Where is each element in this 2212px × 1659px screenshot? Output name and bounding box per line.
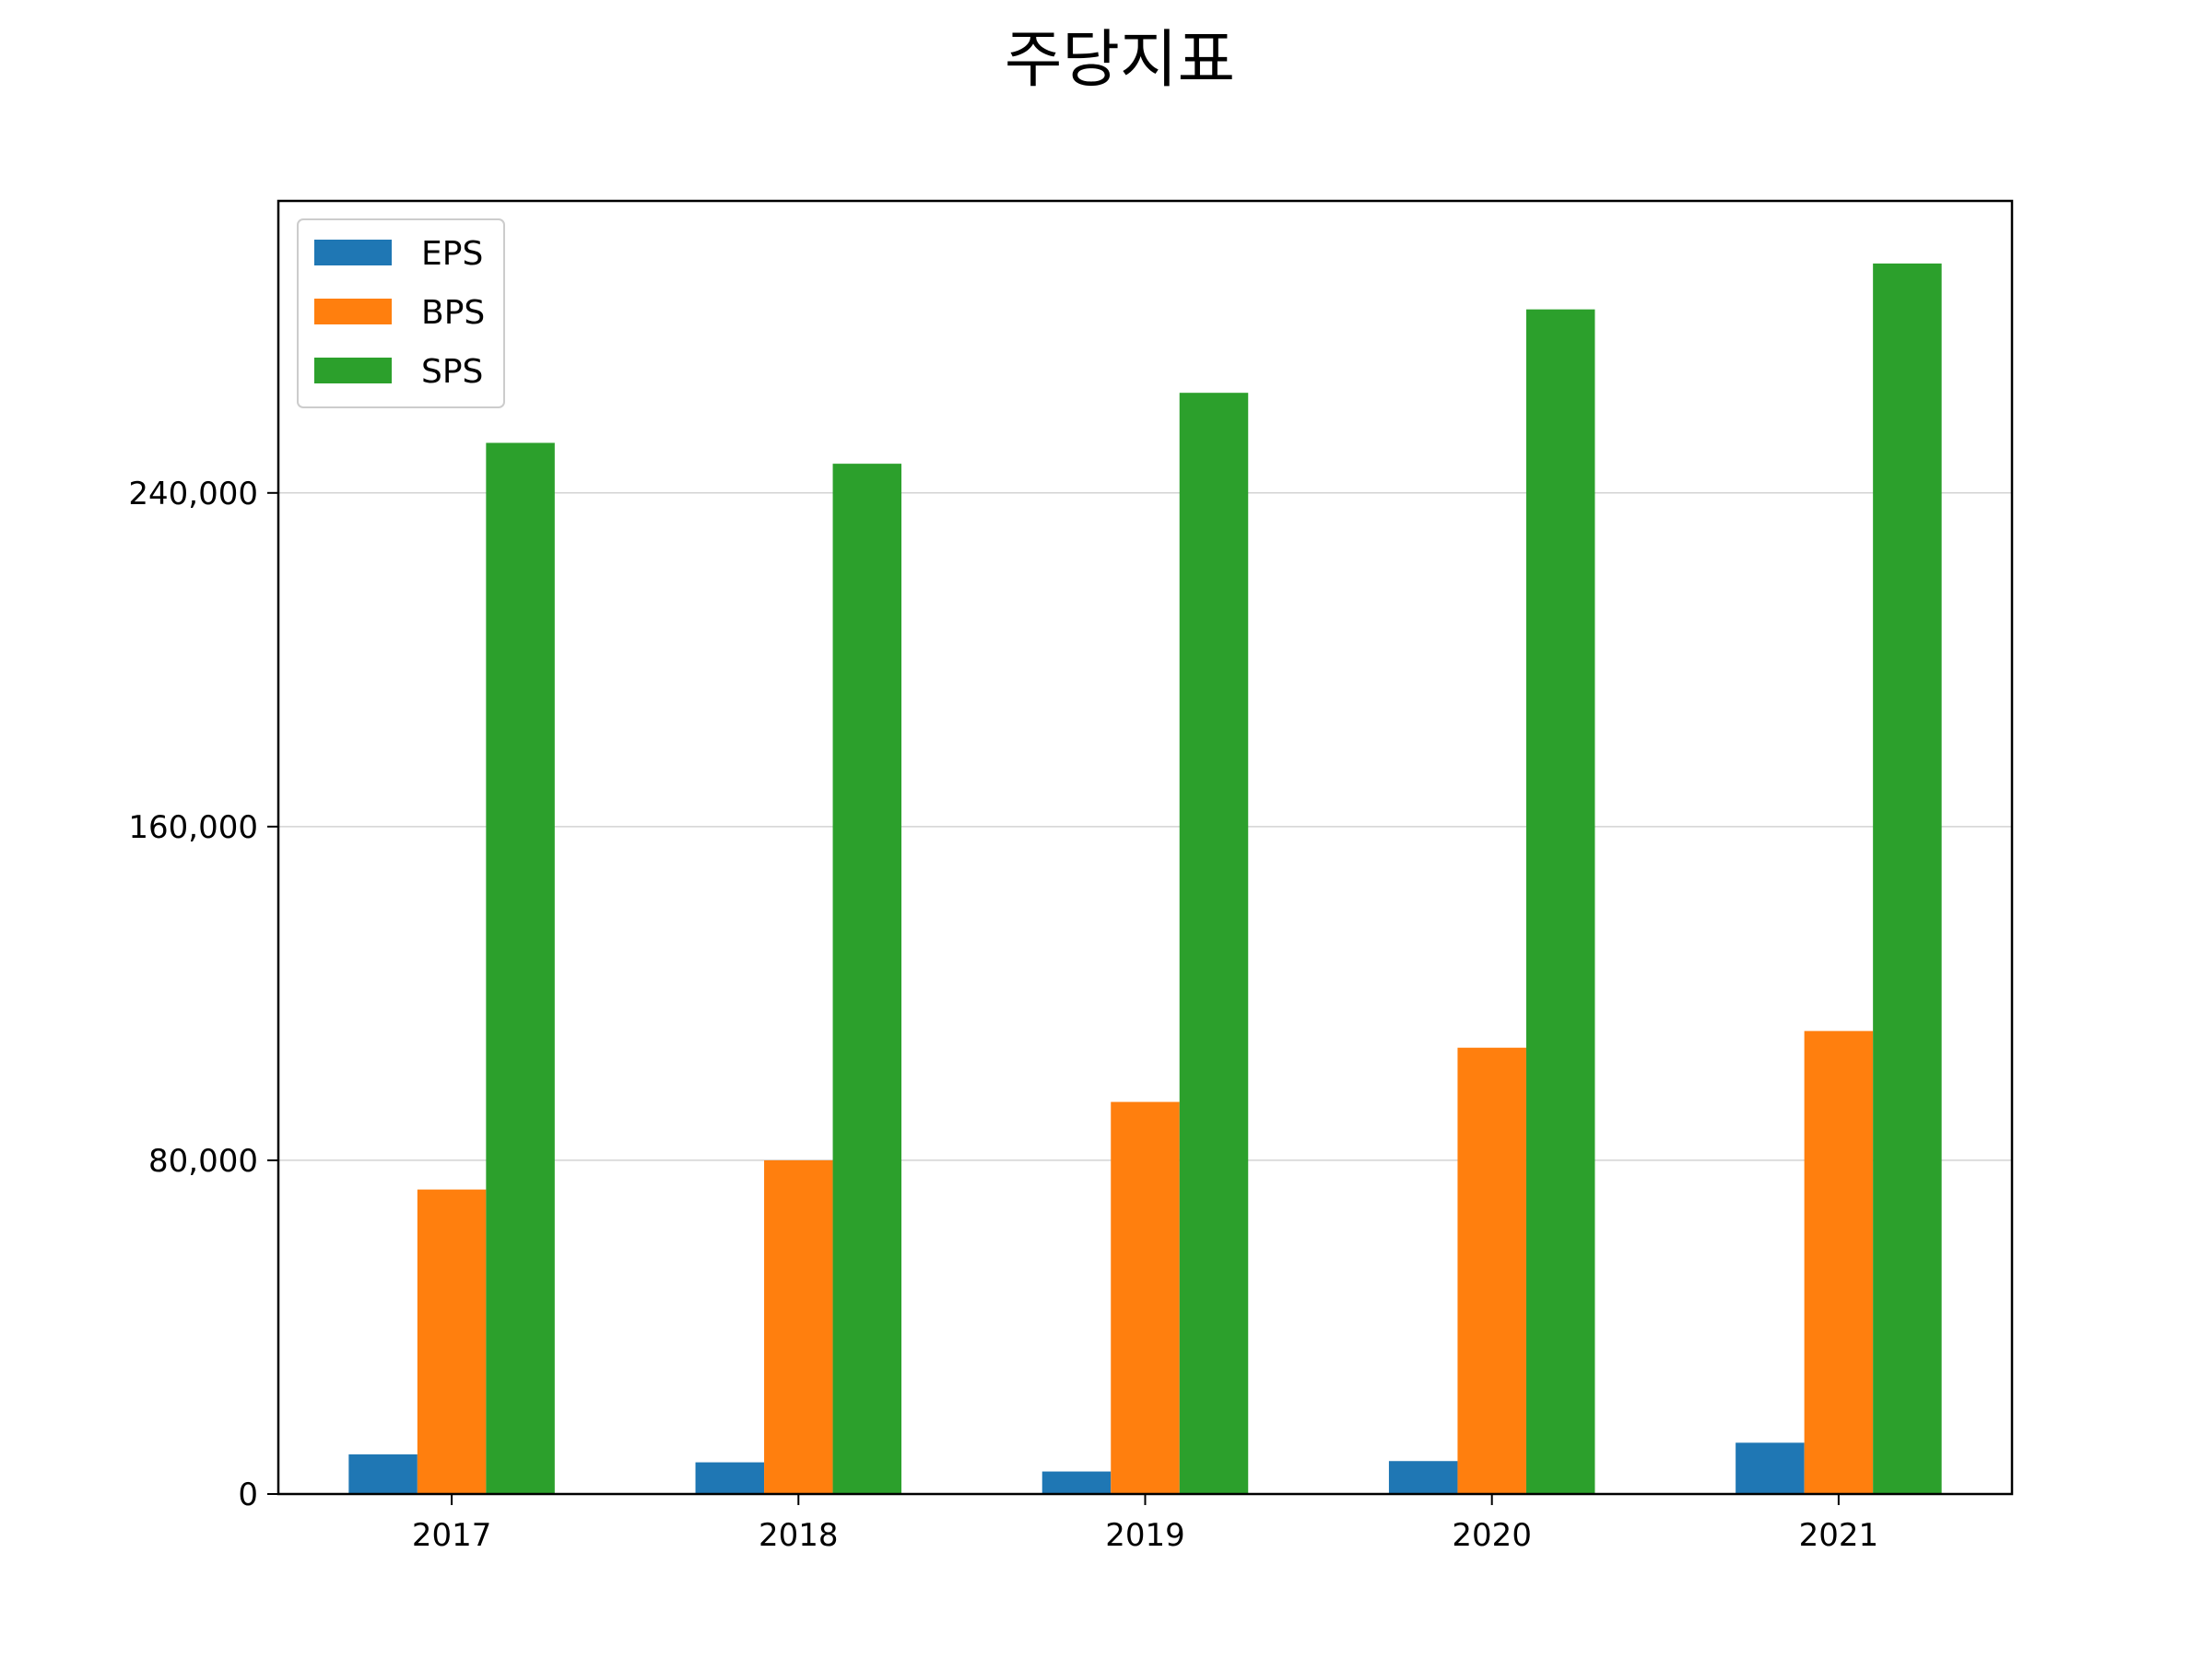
bar-sps-2021	[1873, 263, 1942, 1494]
bar-sps-2019	[1179, 393, 1249, 1494]
bar-bps-2021	[1804, 1030, 1874, 1494]
bars	[348, 263, 1942, 1495]
bar-eps-2018	[695, 1462, 765, 1494]
legend: EPS BPS SPS	[297, 218, 505, 408]
x-tick-label: 2017	[412, 1517, 492, 1554]
bar-eps-2020	[1388, 1461, 1458, 1494]
y-tick-label: 160,000	[128, 809, 258, 846]
bar-bps-2018	[764, 1159, 833, 1494]
x-tick-label: 2021	[1799, 1517, 1879, 1554]
x-tick-label: 2019	[1105, 1517, 1185, 1554]
bar-eps-2017	[348, 1454, 418, 1494]
x-tick-label: 2018	[759, 1517, 839, 1554]
chart-title: 주당지표	[1005, 24, 1235, 97]
y-tick-label: 80,000	[148, 1143, 258, 1180]
bar-eps-2021	[1735, 1442, 1805, 1494]
legend-label-bps: BPS	[421, 294, 485, 332]
y-tick-label: 0	[238, 1477, 258, 1513]
legend-swatch-bps	[314, 299, 392, 324]
bar-sps-2017	[486, 442, 555, 1494]
axes: 0 80,000 160,000 240,000 2017 2018 2019 2020 202…	[128, 476, 1878, 1554]
legend-swatch-eps	[314, 240, 392, 265]
bar-bps-2019	[1111, 1101, 1180, 1494]
y-tick-label: 240,000	[128, 476, 258, 512]
legend-label-eps: EPS	[421, 235, 483, 273]
legend-label-sps: SPS	[421, 353, 483, 391]
bar-eps-2019	[1041, 1471, 1112, 1494]
legend-swatch-sps	[314, 358, 392, 383]
x-tick-label: 2020	[1452, 1517, 1532, 1554]
bar-sps-2020	[1525, 309, 1595, 1495]
bar-bps-2020	[1457, 1047, 1526, 1494]
bar-sps-2018	[832, 464, 902, 1495]
bar-bps-2017	[417, 1189, 487, 1494]
